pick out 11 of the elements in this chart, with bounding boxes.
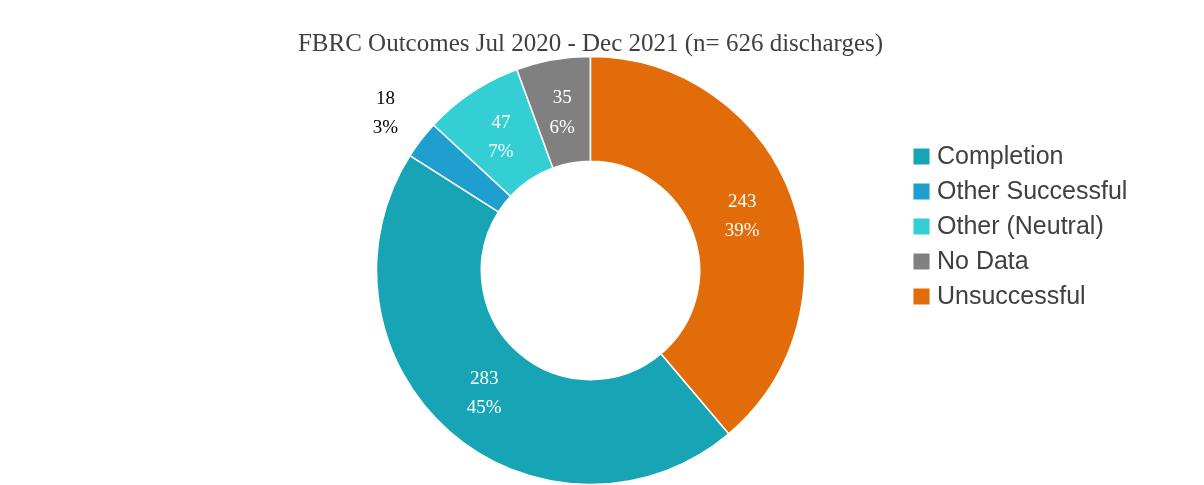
data-label: 283 45% bbox=[466, 367, 502, 418]
data-label: 35 6% bbox=[549, 86, 576, 137]
data-label: 47 7% bbox=[488, 110, 514, 162]
legend-label: Other (Neutral) bbox=[937, 211, 1104, 240]
legend-label: Completion bbox=[937, 141, 1064, 170]
legend-label: No Data bbox=[937, 246, 1029, 275]
chart-title: FBRC Outcomes Jul 2020 - Dec 2021 (n= 626 discharges) bbox=[297, 29, 884, 57]
data-label: 243 39% bbox=[724, 189, 760, 241]
legend-label: Other Successful bbox=[937, 176, 1128, 205]
data-label: 18 3% bbox=[372, 87, 399, 138]
legend-label: Unsuccessful bbox=[937, 281, 1086, 310]
